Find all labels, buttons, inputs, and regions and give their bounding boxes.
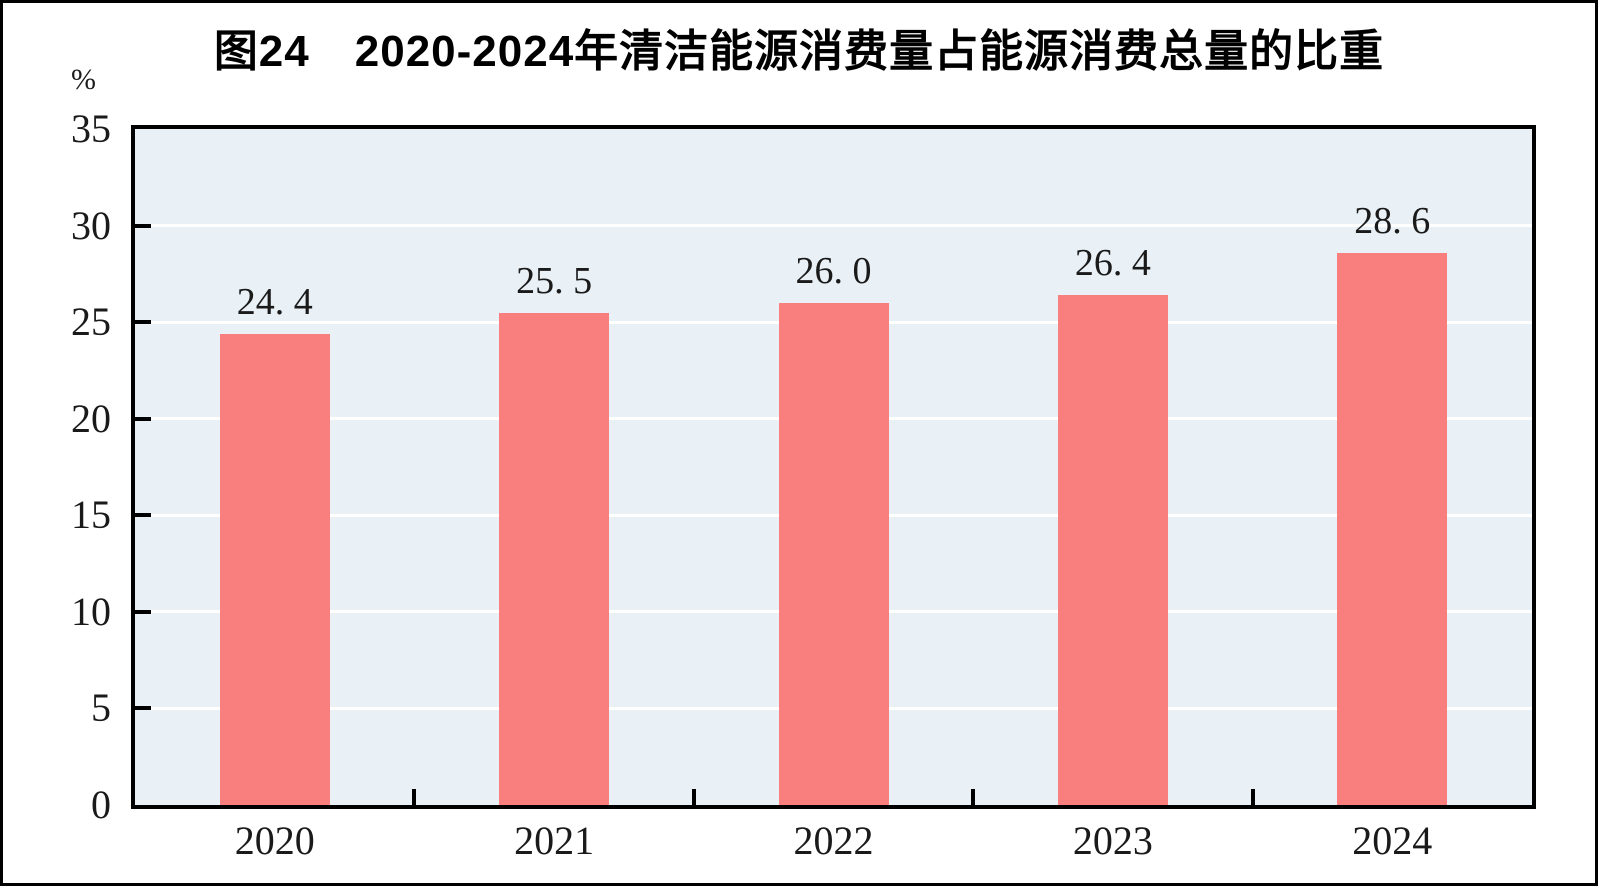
y-tick-label: 25 <box>71 299 111 345</box>
bar-2022 <box>778 302 889 805</box>
bar-value-label: 26. 0 <box>795 249 872 292</box>
chart-title: 图24 2020-2024年清洁能源消费量占能源消费总量的比重 <box>213 27 1385 76</box>
bar-2020 <box>219 333 330 805</box>
x-tick-label-2023: 2023 <box>1072 818 1153 863</box>
y-axis-tick <box>135 416 151 421</box>
y-axis-tick <box>135 609 151 614</box>
y-axis-tick <box>135 706 151 711</box>
y-axis-tick <box>135 320 151 325</box>
x-axis-tick <box>971 789 976 805</box>
bar-2021 <box>499 312 610 805</box>
plot-area: 24. 4 25. 5 26. 0 26. 4 28. 6 <box>131 125 1536 809</box>
bar-value-label: 26. 4 <box>1074 242 1151 285</box>
x-tick-label-2021: 2021 <box>514 818 595 863</box>
y-tick-label: 0 <box>91 782 111 827</box>
y-tick-label: 35 <box>71 106 111 151</box>
bar-value-label: 24. 4 <box>236 280 313 323</box>
bar-2024 <box>1337 252 1448 805</box>
bar-value-label: 25. 5 <box>516 259 593 302</box>
bar-2023 <box>1057 295 1168 805</box>
x-axis-tick <box>1250 789 1255 805</box>
x-axis-tick <box>691 789 696 805</box>
y-axis-unit-label: % <box>71 63 96 96</box>
y-tick-label: 15 <box>71 492 111 538</box>
gridline <box>135 224 1532 228</box>
y-tick-label: 30 <box>71 202 111 248</box>
y-tick-label: 10 <box>71 588 111 634</box>
y-tick-label: 5 <box>91 685 111 731</box>
y-tick-label: 20 <box>71 395 111 441</box>
bar-value-label: 28. 6 <box>1354 199 1431 242</box>
y-axis-tick <box>135 513 151 518</box>
x-tick-label-2020: 2020 <box>234 818 315 863</box>
x-axis-tick <box>412 789 417 805</box>
x-tick-label-2024: 2024 <box>1352 818 1433 863</box>
y-axis-tick <box>135 223 151 228</box>
x-tick-label-2022: 2022 <box>793 818 874 863</box>
